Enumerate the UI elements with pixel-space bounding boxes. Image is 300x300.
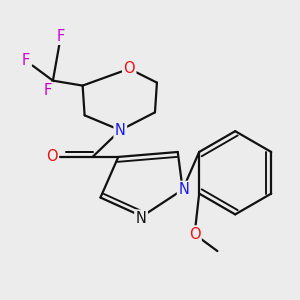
Text: F: F <box>44 83 52 98</box>
Text: F: F <box>57 28 65 44</box>
Text: N: N <box>136 211 146 226</box>
Text: O: O <box>189 227 200 242</box>
Text: N: N <box>115 123 126 138</box>
Text: O: O <box>46 149 58 164</box>
Text: F: F <box>22 53 30 68</box>
Text: O: O <box>123 61 135 76</box>
Text: N: N <box>178 182 189 197</box>
